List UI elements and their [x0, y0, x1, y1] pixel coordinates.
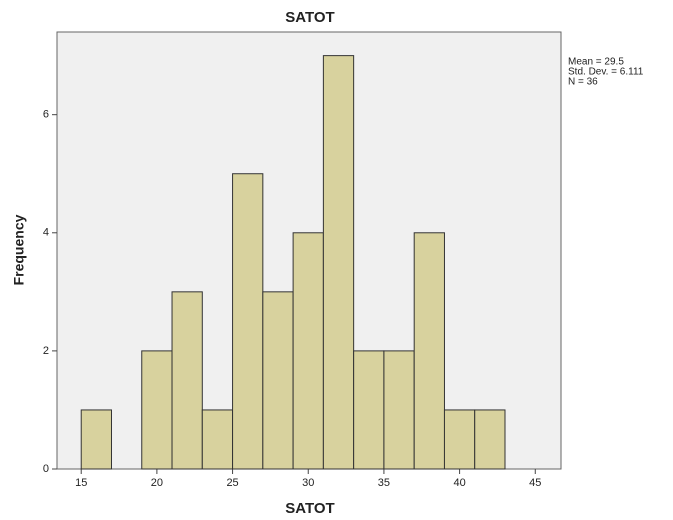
x-tick-label: 20: [151, 477, 163, 489]
bar: [353, 350, 385, 470]
x-tick-label: 35: [378, 477, 390, 489]
bar: [171, 291, 203, 470]
chart-title: SATOT: [285, 9, 334, 26]
bar: [413, 232, 445, 470]
bar: [383, 350, 415, 470]
bar: [443, 409, 476, 470]
y-tick-label: 4: [43, 227, 49, 239]
stats-text: Mean = 29.5: [568, 57, 624, 68]
bar: [262, 291, 294, 470]
bar: [292, 232, 324, 470]
x-tick-label: 45: [529, 477, 541, 489]
y-tick-label: 0: [43, 463, 49, 475]
bar: [474, 409, 506, 470]
x-tick-label: 25: [226, 477, 238, 489]
stats-text: N = 36: [568, 77, 598, 88]
x-tick-label: 30: [302, 477, 314, 489]
y-axis-label: Frequency: [11, 214, 27, 285]
bar: [201, 409, 234, 470]
y-tick-label: 6: [43, 109, 49, 121]
bar: [80, 409, 112, 470]
y-tick-label: 2: [43, 345, 49, 357]
x-tick-label: 15: [75, 477, 87, 489]
bar: [232, 173, 264, 470]
x-tick-label: 40: [453, 477, 465, 489]
bar: [141, 350, 173, 470]
x-axis-label: SATOT: [285, 500, 334, 517]
stats-text: Std. Dev. = 6.111: [568, 67, 644, 78]
bar: [322, 55, 355, 470]
